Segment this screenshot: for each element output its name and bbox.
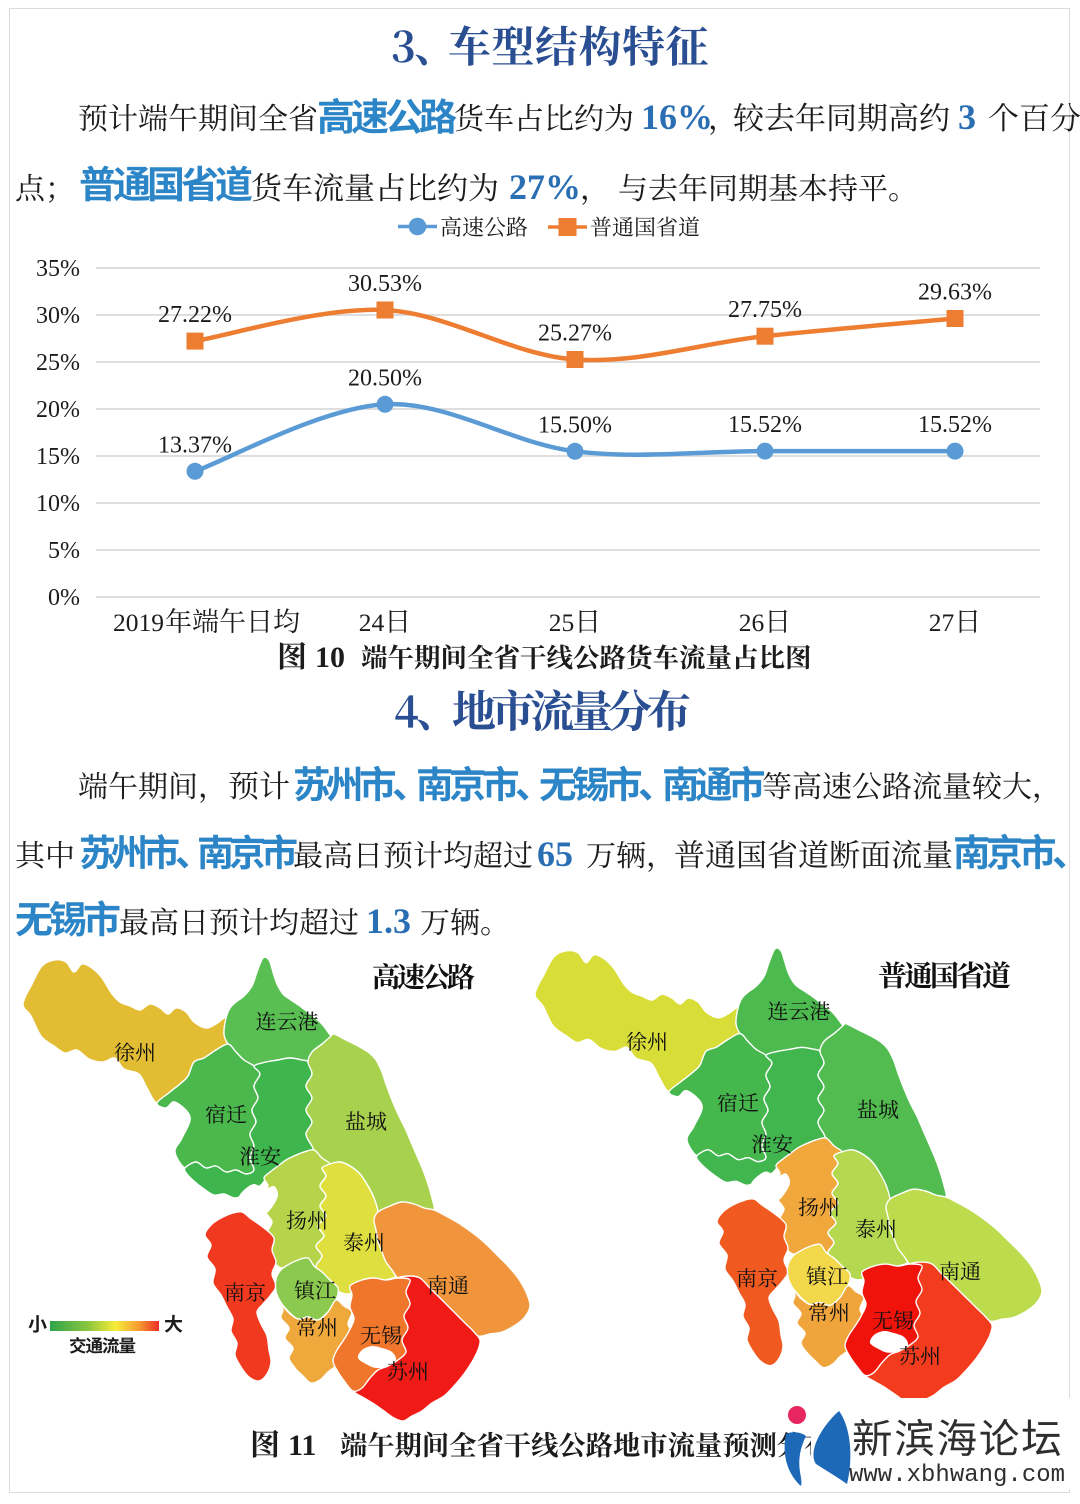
svg-text:27%: 27% (509, 167, 581, 207)
svg-text:13.37%: 13.37% (158, 432, 232, 458)
svg-text:30%: 30% (36, 303, 80, 329)
svg-text:5%: 5% (48, 538, 80, 564)
svg-text:1.3: 1.3 (366, 901, 411, 941)
svg-text:24: 24 (359, 608, 385, 637)
svg-text:20%: 20% (36, 397, 80, 423)
svg-text:15%: 15% (36, 444, 80, 470)
svg-text:25.27%: 25.27% (538, 321, 612, 347)
svg-text:20.50%: 20.50% (348, 365, 422, 391)
svg-text:30.53%: 30.53% (348, 271, 422, 297)
svg-text:26: 26 (739, 608, 765, 637)
svg-text:15.52%: 15.52% (728, 412, 802, 438)
svg-text:65: 65 (537, 834, 573, 874)
svg-text:16%: 16% (641, 97, 713, 137)
svg-text:25%: 25% (36, 350, 80, 376)
svg-text:3: 3 (958, 97, 976, 137)
svg-text:2019: 2019 (113, 608, 164, 637)
svg-text:0%: 0% (48, 585, 80, 611)
svg-text:27: 27 (929, 608, 955, 637)
svg-text:27.22%: 27.22% (158, 302, 232, 328)
svg-text:25: 25 (549, 608, 575, 637)
svg-text:15.50%: 15.50% (538, 412, 612, 438)
svg-text:11: 11 (288, 1429, 316, 1462)
svg-text:10%: 10% (36, 491, 80, 517)
svg-text:35%: 35% (36, 256, 80, 282)
svg-text:15.52%: 15.52% (918, 412, 992, 438)
svg-text:29.63%: 29.63% (918, 280, 992, 306)
svg-text:10: 10 (315, 641, 345, 674)
svg-text:27.75%: 27.75% (728, 297, 802, 323)
svg-text:www.xbhwang.com: www.xbhwang.com (849, 1462, 1065, 1489)
